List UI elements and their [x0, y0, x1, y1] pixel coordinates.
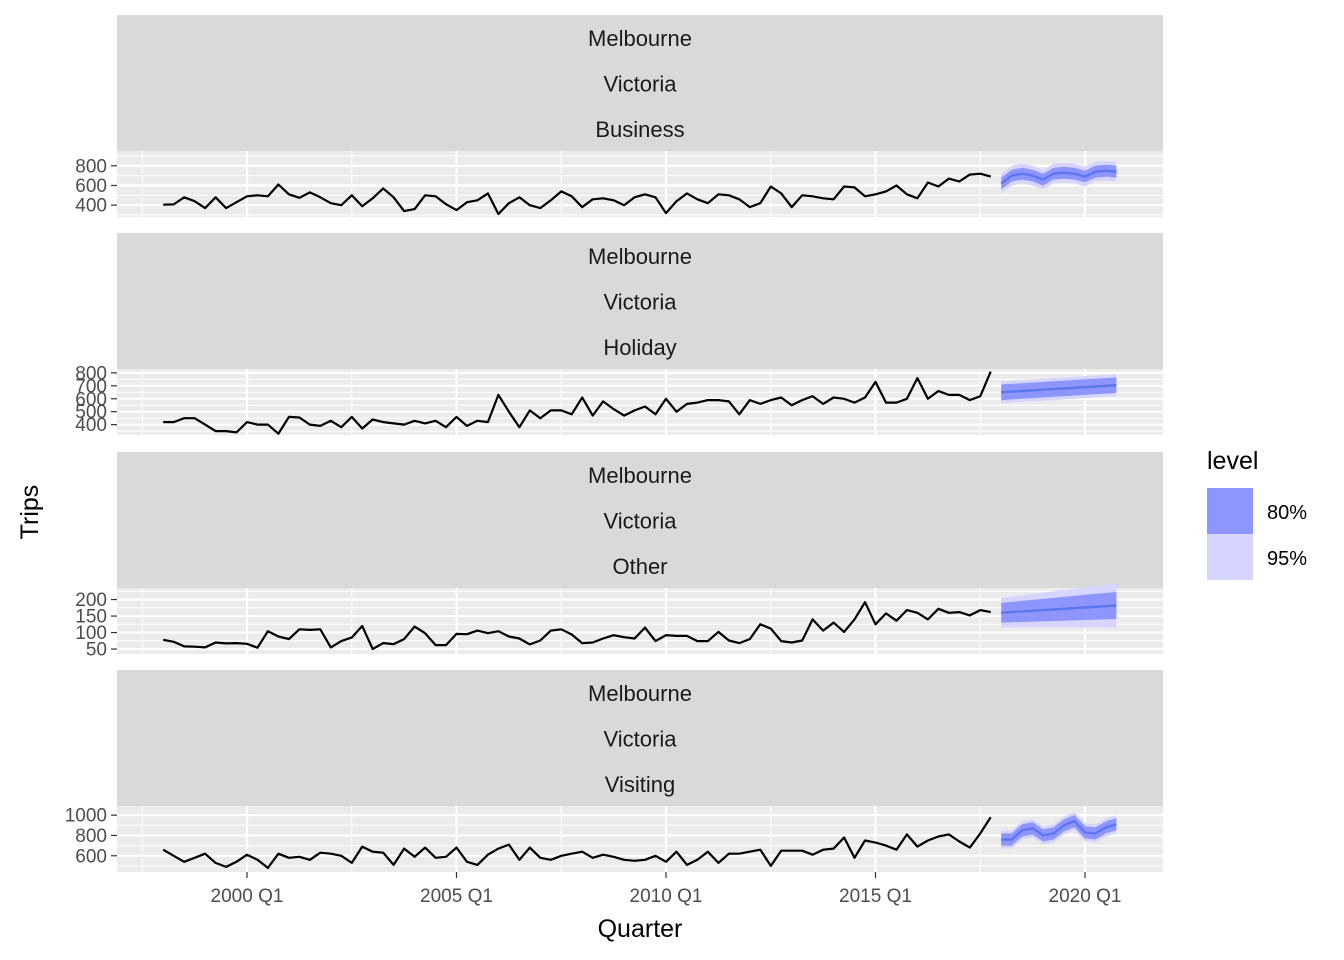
- y-tick-label: 700: [75, 376, 107, 397]
- y-tick-label: 200: [75, 590, 107, 611]
- facet-strip-label: Melbourne: [588, 681, 692, 706]
- forecast-band-80: [1001, 164, 1117, 190]
- forecast-line: [1000, 169, 1117, 185]
- forecast-line: [1001, 384, 1117, 394]
- forecast-line: [1001, 604, 1117, 614]
- facet-strip: [117, 233, 1163, 369]
- facet-strip-label: Melbourne: [588, 26, 692, 51]
- y-tick-label: 500: [75, 402, 107, 423]
- facet-strip-label: Victoria: [604, 509, 678, 534]
- x-axis: 2000 Q1 2005 Q1 2010 Q1 2015 Q1 2020 Q1: [211, 872, 1122, 907]
- y-tick-label: 600: [75, 389, 107, 410]
- y-tick-label: 100: [75, 623, 107, 644]
- y-tick-label: 50: [86, 640, 107, 661]
- legend-label-95: 95%: [1267, 548, 1307, 570]
- x-tick-label: 2010 Q1: [630, 886, 703, 907]
- facet-strip-label: Visiting: [605, 772, 676, 797]
- y-tick-label: 800: [75, 156, 107, 177]
- facet-strip-label: Victoria: [604, 290, 678, 315]
- y-tick-label: 1000: [65, 806, 107, 827]
- facet-strip: [117, 15, 1163, 151]
- history-line: [163, 172, 991, 216]
- forecast-line: [1001, 819, 1117, 841]
- facet-panels: MelbourneVictoriaBusiness400600800Melbou…: [65, 15, 1163, 872]
- legend-title: level: [1207, 447, 1258, 475]
- y-tick-label: 400: [75, 196, 107, 217]
- facet-strip-label: Victoria: [604, 727, 678, 752]
- history-line: [162, 816, 992, 870]
- legend-key-80: [1207, 488, 1253, 534]
- facet-strip: [117, 452, 1163, 588]
- facet-strip: [117, 670, 1163, 806]
- facet-strip-label: Melbourne: [588, 244, 692, 269]
- history-line: [162, 601, 991, 651]
- legend-label-80: 80%: [1267, 502, 1307, 524]
- facet-strip-label: Other: [612, 554, 667, 579]
- y-tick-label: 800: [75, 363, 107, 384]
- history-line: [163, 371, 992, 435]
- x-axis-title: Quarter: [598, 915, 683, 943]
- facet-strip-label: Victoria: [604, 72, 678, 97]
- x-tick-label: 2000 Q1: [211, 886, 284, 907]
- y-tick-label: 800: [75, 826, 107, 847]
- x-tick-label: 2020 Q1: [1049, 886, 1122, 907]
- legend: level 80% 95%: [1207, 447, 1307, 580]
- legend-key-95: [1207, 534, 1253, 580]
- y-tick-label: 150: [75, 607, 107, 628]
- facet-strip-label: Melbourne: [588, 463, 692, 488]
- y-axis-title: Trips: [16, 485, 44, 540]
- y-tick-label: 600: [75, 846, 107, 867]
- facet-strip-label: Holiday: [603, 335, 676, 360]
- y-tick-label: 600: [75, 176, 107, 197]
- forecast-band-80: [1001, 592, 1117, 623]
- x-tick-label: 2005 Q1: [420, 886, 493, 907]
- facet-strip-label: Business: [595, 117, 684, 142]
- y-tick-label: 400: [75, 415, 107, 436]
- x-tick-label: 2015 Q1: [839, 886, 912, 907]
